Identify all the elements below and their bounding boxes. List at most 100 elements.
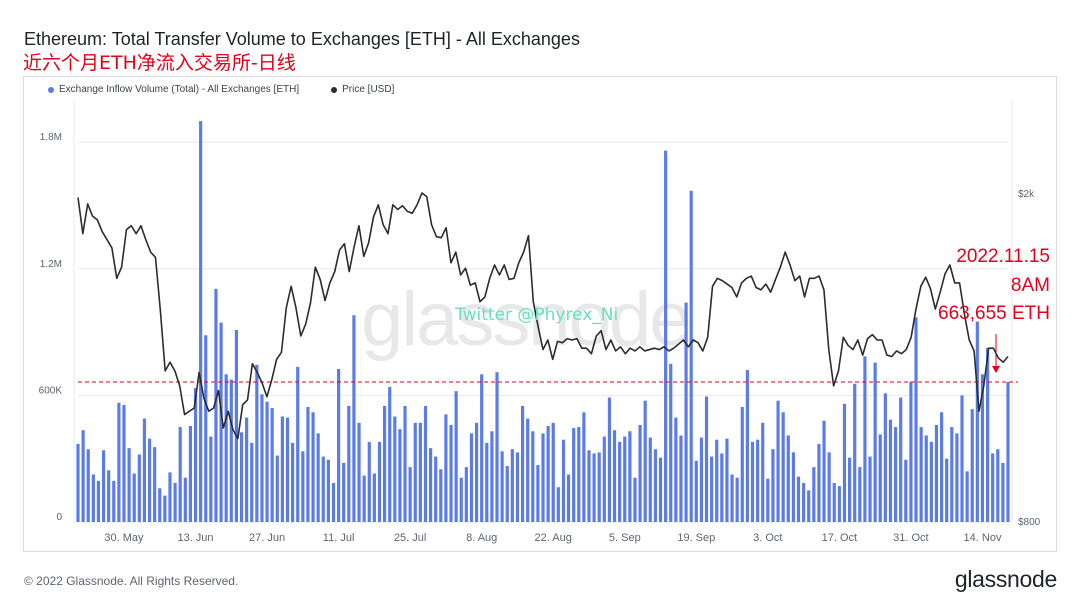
inflow-bar (342, 462, 346, 522)
inflow-bar (878, 434, 882, 522)
inflow-bar (817, 443, 821, 522)
inflow-bar (413, 422, 417, 522)
inflow-bar (224, 374, 228, 522)
inflow-bar (81, 430, 85, 522)
inflow-bar (163, 495, 167, 523)
inflow-bar (234, 329, 238, 522)
inflow-bar (715, 439, 719, 522)
inflow-bar (802, 482, 806, 522)
inflow-bar (316, 433, 320, 522)
copyright-text: © 2022 Glassnode. All Rights Reserved. (24, 574, 239, 588)
y-axis-left-tick-label: 1.2M (40, 259, 62, 270)
inflow-bar (500, 451, 504, 522)
inflow-bar (899, 397, 903, 522)
inflow-bar (183, 477, 187, 522)
inflow-bar (664, 150, 668, 522)
inflow-bar (766, 478, 770, 522)
inflow-bar (1006, 381, 1010, 522)
chart-title: Ethereum: Total Transfer Volume to Excha… (24, 29, 580, 49)
x-axis-tick-label: 27. Jun (249, 532, 285, 544)
price-line (77, 192, 1009, 440)
inflow-bar (894, 427, 898, 522)
price-legend-marker-icon (331, 86, 338, 93)
inflow-bar (638, 424, 642, 522)
inflow-bar (423, 405, 428, 522)
x-axis-tick-label: 30. May (104, 532, 144, 544)
inflow-bar (321, 456, 325, 522)
inflow-bar (408, 467, 412, 522)
inflow-bar (229, 379, 233, 522)
inflow-bar (429, 448, 433, 522)
inflow-bar (955, 433, 959, 522)
inflow-bar (86, 449, 90, 522)
inflow-bar (822, 420, 826, 522)
inflow-bar (873, 362, 877, 522)
inflow-bar (285, 417, 290, 522)
inflow-bar (561, 439, 566, 522)
inflow-bar (505, 466, 509, 522)
inflow-bar (291, 442, 295, 523)
inflow-bar (265, 401, 269, 522)
x-axis-tick-label: 8. Aug (466, 532, 497, 544)
y-axis-right-tick-label: $2k (1018, 189, 1035, 200)
x-axis-tick-label: 31. Oct (893, 532, 928, 544)
inflow-bar (888, 419, 893, 522)
inflow-bar (602, 436, 606, 522)
inflow-bar (434, 456, 438, 522)
y-axis-left-tick-label: 0 (56, 512, 62, 523)
inflow-bar (301, 451, 305, 522)
inflow-bar (173, 482, 177, 522)
inflow-bar (832, 482, 836, 522)
inflow-bar (546, 426, 550, 522)
inflow-legend-marker-icon (48, 86, 54, 93)
inflow-bar (551, 422, 555, 522)
inflow-bar (597, 452, 601, 522)
inflow-bar (520, 405, 525, 522)
legend-item-inflow[interactable]: Exchange Inflow Volume (Total) - All Exc… (48, 84, 299, 95)
inflow-bar (577, 427, 581, 522)
inflow-bar (796, 476, 801, 522)
inflow-bar (587, 450, 591, 522)
glassnode-logo[interactable]: glassnode (954, 566, 1057, 592)
chart-legend: Exchange Inflow Volume (Total) - All Exc… (48, 84, 394, 95)
inflow-bar (147, 438, 152, 522)
inflow-bar (209, 436, 213, 522)
inflow-bar (485, 442, 489, 523)
y-axis-right-tick-label: $800 (1018, 517, 1041, 528)
x-axis-tick-label: 17. Oct (822, 532, 857, 544)
inflow-bar (658, 457, 663, 522)
inflow-bar (960, 395, 964, 522)
inflow-bar (939, 412, 944, 522)
inflow-bar (122, 404, 126, 522)
inflow-bar (464, 467, 468, 522)
inflow-bar (720, 453, 724, 522)
inflow-bar (331, 482, 336, 522)
inflow-bar (403, 405, 407, 522)
inflow-bar (377, 441, 382, 522)
inflow-bar (193, 388, 198, 522)
inflow-bar (337, 369, 341, 522)
inflow-bar (454, 391, 458, 522)
inflow-bar (398, 429, 402, 522)
inflow-bar (214, 288, 218, 522)
glassnode-watermark: glassnode (361, 277, 691, 362)
inflow-bar (153, 447, 157, 522)
inflow-bar (735, 477, 739, 522)
y-axis-left-tick-label: 600K (39, 385, 63, 396)
inflow-bar (919, 427, 923, 522)
inflow-bar (684, 302, 688, 522)
inflow-bar (112, 480, 116, 522)
inflow-bar (418, 422, 422, 522)
inflow-bar (704, 396, 709, 522)
inflow-bar (572, 428, 576, 522)
inflow-bar (383, 405, 387, 522)
inflow-bar (756, 439, 760, 522)
legend-item-price[interactable]: Price [USD] (331, 84, 394, 95)
inflow-bar (117, 402, 121, 522)
inflow-bar (612, 430, 617, 522)
inflow-bar (490, 431, 494, 522)
inflow-bar (96, 480, 101, 522)
inflow-bar (858, 467, 862, 522)
inflow-bar (480, 374, 484, 522)
inflow-bar (280, 416, 284, 522)
